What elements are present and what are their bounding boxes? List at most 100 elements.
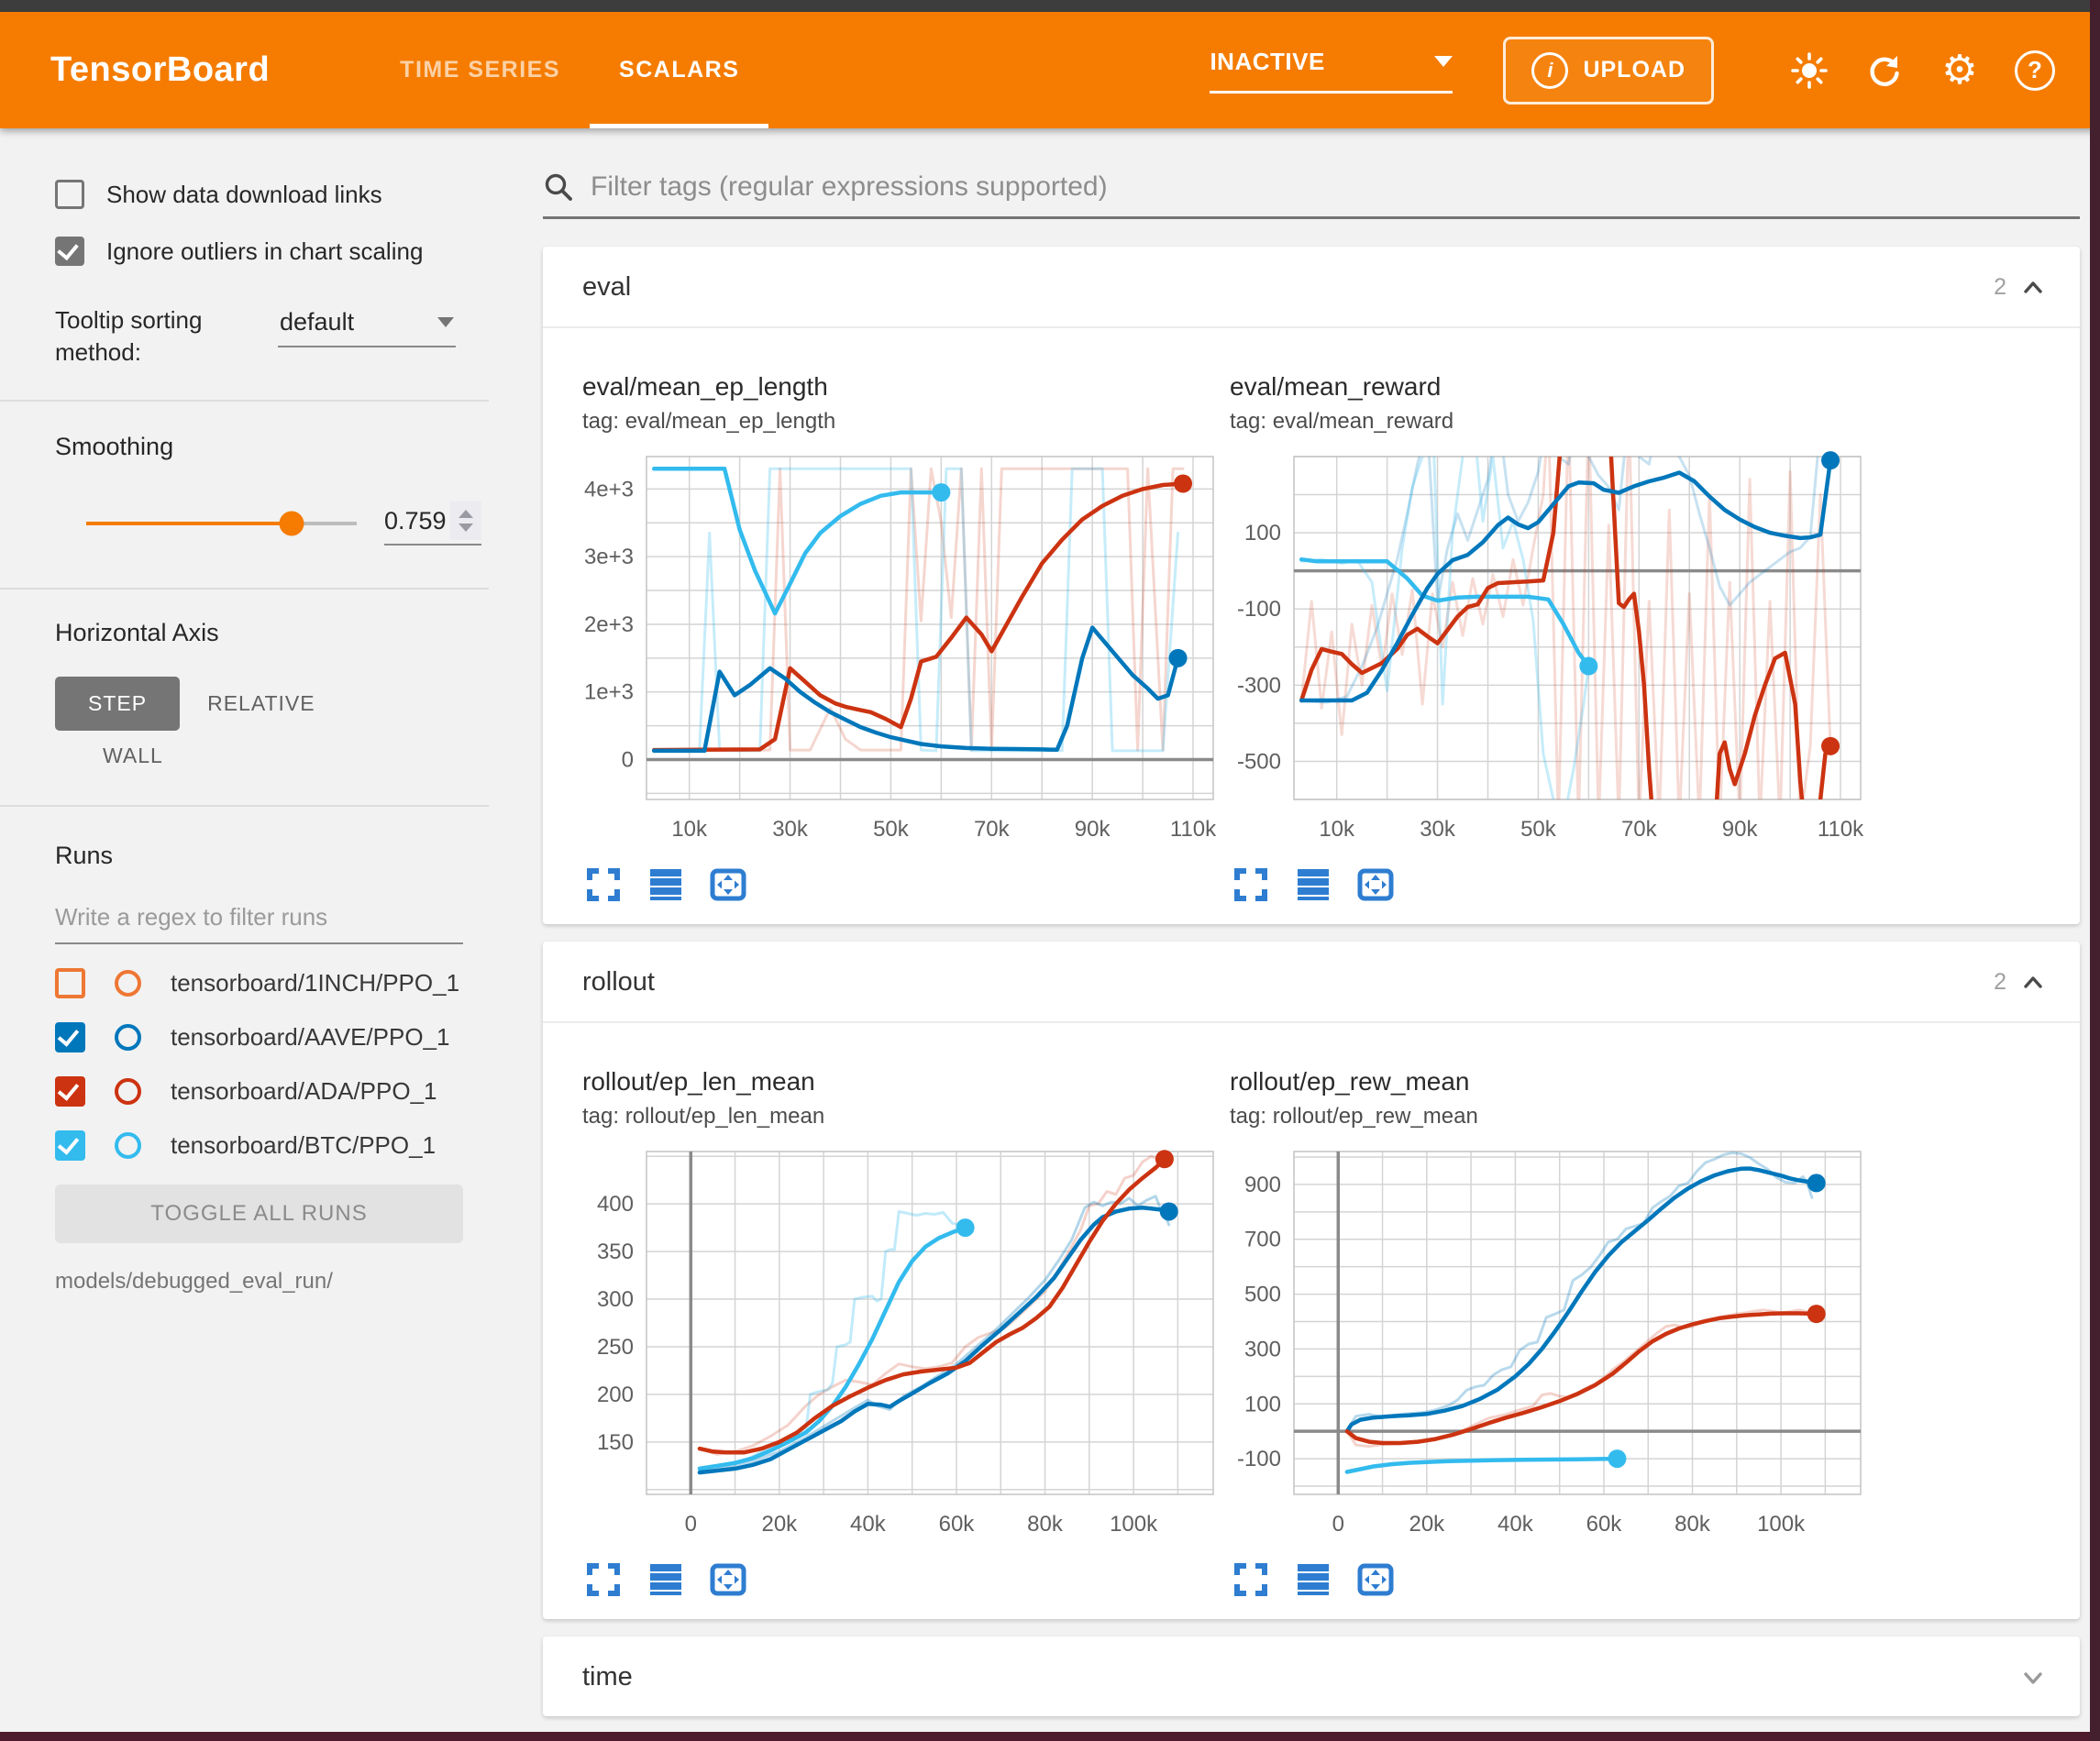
fit-domain-icon[interactable] xyxy=(709,1560,747,1599)
x-tick-label: 20k xyxy=(761,1512,798,1537)
tab-time-series[interactable]: TIME SERIES xyxy=(400,57,561,83)
chart-plot: 0 20k 40k 60k 80k 100k 150 200 250 300 350 400 xyxy=(597,1150,1214,1537)
section-header-time[interactable]: time xyxy=(543,1636,2080,1716)
y-tick-label: -300 xyxy=(1237,673,1281,698)
section-title: eval xyxy=(582,272,632,302)
tab-bar: TIME SERIES SCALARS xyxy=(370,12,769,128)
expand-chart-icon[interactable] xyxy=(584,865,623,904)
series-end-dot xyxy=(1608,1449,1627,1469)
chart-toolbar xyxy=(582,1560,1217,1599)
y-tick-label: -100 xyxy=(1237,597,1281,622)
section-header-eval[interactable]: eval 2 xyxy=(543,247,2080,326)
x-tick-label: 70k xyxy=(1621,817,1658,842)
series-end-dot xyxy=(932,483,951,502)
chart-title: rollout/ep_len_mean xyxy=(582,1067,815,1096)
fit-domain-icon[interactable] xyxy=(1356,865,1395,904)
x-tick-label: 50k xyxy=(1520,817,1557,842)
series-end-dot xyxy=(1168,648,1188,667)
x-tick-label: 90k xyxy=(1722,817,1759,842)
app-header: TensorBoard TIME SERIES SCALARS INACTIVE… xyxy=(0,12,2100,128)
x-tick-label: 0 xyxy=(685,1512,697,1537)
run-checkbox[interactable] xyxy=(55,1130,85,1162)
data-table-icon[interactable] xyxy=(1294,865,1332,904)
axis-wall-button[interactable]: WALL xyxy=(103,744,163,768)
y-tick-label: 350 xyxy=(597,1240,634,1264)
data-table-icon[interactable] xyxy=(1294,1560,1332,1599)
run-color-swatch xyxy=(115,1024,141,1052)
brightness-icon[interactable] xyxy=(1785,47,1833,94)
upload-button[interactable]: i UPLOAD xyxy=(1503,36,1714,105)
series-line xyxy=(651,467,944,616)
x-tick-label: 100k xyxy=(1757,1512,1806,1537)
fit-domain-icon[interactable] xyxy=(709,865,747,904)
help-icon[interactable]: ? xyxy=(2011,47,2059,94)
run-row[interactable]: tensorboard/ADA/PPO_1 xyxy=(55,1076,463,1107)
series-line xyxy=(1299,556,1591,668)
runs-heading: Runs xyxy=(55,842,114,870)
chart-tag: tag: eval/mean_reward xyxy=(1230,409,1454,434)
series-end-dot xyxy=(1807,1174,1826,1193)
data-table-icon[interactable] xyxy=(647,865,685,904)
run-label: tensorboard/BTC/PPO_1 xyxy=(171,1131,437,1160)
expand-chart-icon[interactable] xyxy=(1232,865,1270,904)
x-tick-label: 0 xyxy=(1332,1512,1344,1537)
section-title: time xyxy=(582,1662,633,1691)
tag-filter-input[interactable] xyxy=(589,171,2080,204)
run-row[interactable]: tensorboard/BTC/PPO_1 xyxy=(55,1130,463,1162)
y-tick-label: 0 xyxy=(622,747,634,772)
run-row[interactable]: tensorboard/AAVE/PPO_1 xyxy=(55,1022,463,1053)
smoothing-label: Smoothing xyxy=(55,433,174,461)
section-header-rollout[interactable]: rollout 2 xyxy=(543,942,2080,1021)
data-table-icon[interactable] xyxy=(647,1560,685,1599)
x-tick-label: 40k xyxy=(1498,1512,1534,1537)
window-bottom-edge xyxy=(0,1732,2100,1741)
run-checkbox[interactable] xyxy=(55,1076,85,1107)
fit-domain-icon[interactable] xyxy=(1356,1560,1395,1599)
section-card-eval: eval 2 eval/mean_ep_length tag: eval/mean_e… xyxy=(543,247,2080,924)
refresh-icon[interactable] xyxy=(1861,47,1908,94)
series-line xyxy=(698,1210,967,1471)
runs-list: tensorboard/1INCH/PPO_1 tensorboard/AAVE… xyxy=(55,968,463,1162)
smoothing-value-input[interactable]: 0.759 xyxy=(384,501,481,546)
run-label: tensorboard/1INCH/PPO_1 xyxy=(171,969,460,997)
settings-gear-icon[interactable]: ⚙ xyxy=(1941,47,1978,93)
toggle-all-runs-button[interactable]: TOGGLE ALL RUNS xyxy=(55,1185,463,1244)
smoothing-slider[interactable] xyxy=(86,511,357,536)
chevron-up-icon xyxy=(2024,281,2042,293)
slider-thumb[interactable] xyxy=(279,511,304,536)
runs-filter-input[interactable] xyxy=(55,896,463,945)
run-checkbox[interactable] xyxy=(55,968,85,999)
stepper-up-icon xyxy=(459,510,473,519)
x-tick-label: 30k xyxy=(1420,817,1456,842)
tooltip-sorting-dropdown[interactable]: default xyxy=(278,304,456,347)
chart-title: rollout/ep_rew_mean xyxy=(1230,1067,1470,1096)
y-tick-label: 400 xyxy=(597,1192,634,1217)
run-color-swatch xyxy=(115,970,141,997)
chart-tag: tag: rollout/ep_rew_mean xyxy=(1230,1104,1478,1129)
chevron-up-icon xyxy=(2024,975,2042,988)
ignore-outliers-checkbox[interactable] xyxy=(55,237,84,266)
expand-chart-icon[interactable] xyxy=(1232,1560,1270,1599)
run-row[interactable]: tensorboard/1INCH/PPO_1 xyxy=(55,968,463,999)
expand-chart-icon[interactable] xyxy=(584,1560,623,1599)
show-download-links-checkbox[interactable] xyxy=(55,180,84,209)
y-tick-label: 250 xyxy=(597,1335,634,1360)
series-line xyxy=(652,467,1185,752)
series-end-dot xyxy=(1807,1305,1826,1324)
info-icon: i xyxy=(1531,51,1569,89)
section-title: rollout xyxy=(582,967,655,997)
section-chart-count: 2 xyxy=(1994,274,2006,300)
runs-directory-label: models/debugged_eval_run/ xyxy=(55,1269,333,1295)
run-checkbox[interactable] xyxy=(55,1022,85,1053)
smoothing-stepper[interactable] xyxy=(450,501,481,541)
tag-filter-field[interactable] xyxy=(543,171,2080,219)
tab-scalars[interactable]: SCALARS xyxy=(590,12,769,128)
series-line xyxy=(1299,457,1590,799)
chart-card-rollout-ep-rew-mean: rollout/ep_rew_mean tag: rollout/ep_rew_m… xyxy=(1230,1067,1864,1599)
axis-relative-button[interactable]: RELATIVE xyxy=(207,691,315,716)
y-tick-label: -500 xyxy=(1237,749,1281,774)
sync-status-dropdown[interactable]: INACTIVE xyxy=(1210,48,1453,94)
axis-step-button[interactable]: STEP xyxy=(55,677,181,732)
chart-card-eval-mean-reward: eval/mean_reward tag: eval/mean_reward 10k… xyxy=(1230,372,1864,904)
series-line xyxy=(652,467,1179,753)
